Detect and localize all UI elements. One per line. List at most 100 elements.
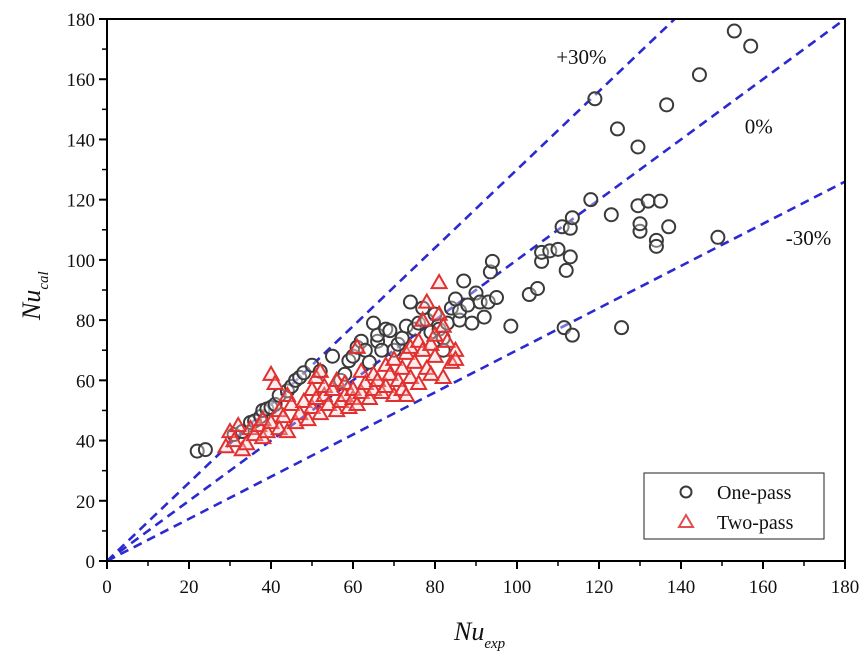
data-point-one-pass	[640, 193, 656, 209]
series-one-pass	[189, 23, 759, 459]
data-point-one-pass	[609, 121, 625, 137]
data-point-two-pass	[228, 415, 248, 433]
axis-titles: Nuexp Nucal	[17, 271, 506, 652]
data-point-two-pass	[433, 316, 453, 333]
data-point-one-pass	[583, 192, 599, 208]
x-tick-label: 0	[102, 577, 112, 598]
y-tick-label: 120	[67, 191, 96, 212]
data-point-two-pass	[392, 358, 412, 375]
data-point-two-pass	[376, 376, 396, 393]
data-point-two-pass	[257, 422, 277, 439]
data-point-two-pass	[274, 406, 293, 424]
data-point-two-pass	[224, 431, 244, 448]
data-point-one-pass	[630, 139, 646, 155]
data-point-two-pass	[433, 367, 453, 384]
x-axis-title: Nuexp	[453, 617, 506, 652]
data-point-one-pass	[402, 294, 418, 310]
data-point-one-pass	[480, 294, 496, 310]
y-tick-label: 80	[76, 311, 95, 332]
x-tick-label: 20	[180, 577, 199, 598]
reference-line-2	[107, 180, 845, 561]
data-point-one-pass	[464, 315, 480, 331]
data-point-one-pass	[587, 91, 603, 107]
data-point-two-pass	[429, 272, 449, 290]
x-tick-label: 100	[503, 577, 532, 598]
y-tick-label: 180	[67, 10, 96, 31]
x-tick-label: 60	[344, 577, 363, 598]
reference-line-1	[107, 19, 845, 561]
data-point-two-pass	[438, 331, 457, 348]
data-point-one-pass	[659, 97, 675, 113]
data-point-one-pass	[632, 216, 648, 232]
x-tick-label: 160	[749, 577, 778, 598]
data-point-one-pass	[366, 315, 381, 331]
data-point-two-pass	[405, 352, 424, 369]
data-point-two-pass	[298, 409, 318, 427]
legend: One-pass Two-pass	[643, 472, 825, 540]
legend-box	[643, 472, 825, 540]
data-point-one-pass	[361, 354, 377, 370]
data-point-one-pass	[197, 442, 213, 458]
data-point-two-pass	[286, 412, 305, 430]
data-point-one-pass	[603, 207, 619, 223]
data-point-two-pass	[261, 412, 281, 430]
data-point-two-pass	[282, 394, 301, 412]
data-point-two-pass	[351, 382, 371, 400]
y-tick-label: 140	[67, 130, 96, 151]
data-point-one-pass	[382, 323, 398, 339]
data-point-two-pass	[237, 434, 256, 451]
data-point-one-pass	[325, 348, 340, 364]
data-point-one-pass	[448, 291, 463, 307]
y-tick-label: 60	[76, 371, 95, 392]
data-point-one-pass	[614, 320, 630, 336]
data-point-one-pass	[394, 330, 410, 346]
reference-lines	[107, 19, 845, 561]
data-point-one-pass	[653, 193, 668, 209]
annotation-minus30: -30%	[786, 226, 832, 250]
data-point-one-pass	[691, 67, 707, 83]
data-point-one-pass	[558, 262, 574, 278]
data-point-two-pass	[421, 334, 441, 351]
legend-label-two-pass: Two-pass	[717, 512, 794, 534]
data-point-one-pass	[562, 249, 578, 265]
reference-line-0	[107, 19, 677, 561]
annotations: +30% 0% -30%	[556, 45, 831, 250]
data-point-one-pass	[564, 327, 580, 343]
data-point-one-pass	[710, 229, 726, 245]
data-point-one-pass	[484, 253, 500, 269]
data-point-two-pass	[302, 397, 322, 415]
data-point-two-pass	[335, 373, 355, 390]
data-point-one-pass	[564, 210, 580, 226]
data-point-two-pass	[413, 310, 432, 327]
annotation-zero: 0%	[745, 114, 773, 138]
data-point-two-pass	[290, 403, 309, 421]
data-point-two-pass	[425, 325, 445, 342]
data-point-two-pass	[401, 367, 420, 384]
data-point-two-pass	[347, 337, 367, 354]
data-point-two-pass	[429, 304, 449, 321]
data-point-two-pass	[446, 340, 465, 357]
data-point-two-pass	[409, 373, 428, 390]
data-point-two-pass	[380, 364, 400, 381]
data-point-two-pass	[310, 361, 330, 378]
series-two-pass	[216, 272, 465, 457]
axes: 0 20 40 60 80 100 120 140 160 180 0 20 40 60 80 100 120 1…	[67, 10, 860, 598]
data-point-one-pass	[726, 23, 742, 39]
data-point-one-pass	[456, 273, 472, 289]
data-point-two-pass	[310, 403, 330, 421]
annotation-plus30: +30%	[556, 45, 606, 69]
y-tick-label: 0	[86, 552, 96, 573]
data-point-one-pass	[374, 342, 390, 358]
data-point-two-pass	[351, 361, 371, 378]
data-point-two-pass	[356, 373, 375, 390]
data-point-two-pass	[417, 292, 437, 309]
x-tick-label: 180	[831, 577, 860, 598]
x-tick-label: 140	[667, 577, 696, 598]
x-tick-label: 40	[262, 577, 281, 598]
y-tick-label: 40	[76, 432, 95, 453]
y-axis-title: Nucal	[17, 271, 52, 321]
legend-circle-marker	[679, 485, 693, 499]
data-point-two-pass	[384, 349, 404, 366]
data-point-two-pass	[421, 364, 441, 381]
y-tick-label: 20	[76, 492, 95, 513]
